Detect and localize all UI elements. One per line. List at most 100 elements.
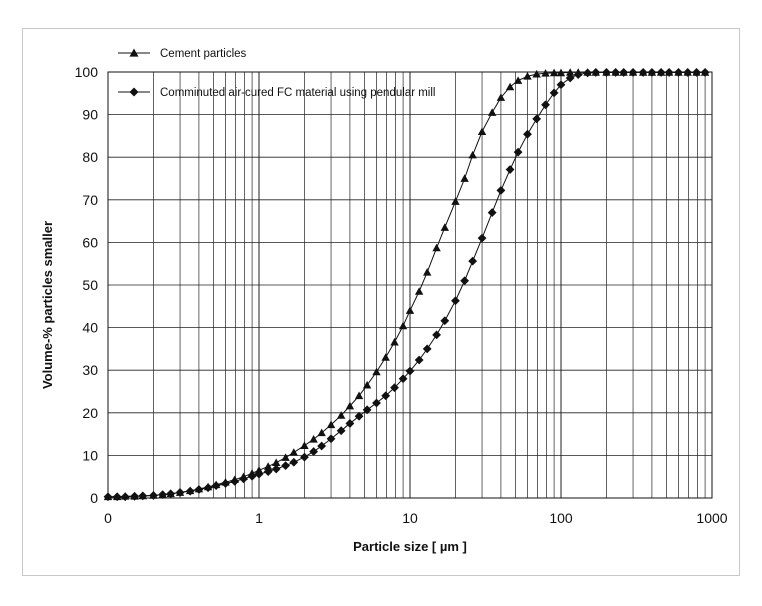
y-tick-label: 40	[82, 320, 98, 336]
diamond-point	[591, 68, 601, 77]
diamond-point	[203, 483, 213, 493]
triangle-point	[460, 174, 469, 182]
triangle-point	[317, 428, 326, 437]
triangle-point	[468, 150, 477, 159]
diamond-point	[440, 316, 450, 326]
diamond-point	[674, 68, 683, 77]
series-line	[108, 71, 706, 498]
y-tick-label: 70	[82, 192, 98, 208]
x-tick-labels: 0 1 10 100 1000	[104, 510, 728, 526]
diamond-point	[628, 68, 638, 77]
triangle-point	[440, 223, 449, 231]
diamond-point	[505, 165, 515, 174]
series-fc-material	[103, 68, 710, 502]
x-tick-label: 1	[255, 510, 263, 526]
diamond-point	[263, 467, 273, 476]
diamond-point	[166, 489, 176, 499]
legend: Cement particles Comminuted air-cured FC…	[118, 48, 435, 99]
legend-label-cement: Cement particles	[160, 48, 247, 60]
diamond-point	[230, 476, 240, 486]
diamond-point	[513, 147, 523, 157]
diamond-point	[309, 447, 319, 456]
diamond-point	[468, 256, 478, 266]
diamond-point	[103, 492, 113, 502]
triangle-point	[381, 353, 390, 361]
diamond-point	[496, 186, 506, 195]
y-tick-label: 90	[82, 107, 98, 123]
diamond-point	[451, 296, 460, 306]
diamond-point	[112, 492, 122, 502]
series-cement	[103, 68, 710, 501]
triangle-point	[505, 82, 515, 91]
diamond-point	[422, 344, 432, 354]
diamond-point	[647, 68, 657, 77]
triangle-point	[326, 420, 336, 429]
diamond-point	[556, 80, 566, 90]
triangle-point	[281, 453, 290, 461]
x-axis-label: Particle size [ µm ]	[353, 539, 467, 554]
y-tick-labels: 0 10 20 30 40 50 60 70 80 90 100	[75, 64, 99, 506]
diamond-point	[138, 491, 148, 501]
diamond-point	[271, 464, 281, 474]
y-tick-label: 30	[82, 362, 98, 378]
diamond-point	[487, 208, 497, 217]
x-tick-label: 0	[104, 510, 112, 526]
triangle-point	[345, 401, 355, 410]
diamond-point	[477, 233, 487, 243]
diamond-point	[362, 405, 372, 415]
triangle-point	[513, 76, 523, 84]
diamond-point	[414, 355, 424, 365]
triangle-point	[372, 367, 381, 376]
triangle-point	[532, 69, 541, 78]
y-tick-label: 80	[82, 149, 98, 165]
y-tick-label: 20	[82, 405, 98, 421]
diamond-point	[692, 68, 701, 77]
plot-area-border	[107, 71, 713, 499]
diamond-point	[432, 330, 441, 340]
triangle-point	[423, 268, 432, 276]
diamond-point	[523, 129, 532, 139]
diamond-point	[532, 114, 542, 124]
diamond-point	[656, 68, 666, 77]
x-tick-label: 100	[549, 510, 573, 526]
triangle-point	[354, 391, 364, 400]
grid-lines	[107, 71, 712, 499]
diamond-point	[185, 486, 195, 496]
diamond-point	[405, 366, 415, 376]
diamond-point	[354, 411, 364, 421]
triangle-point	[414, 287, 424, 295]
legend-label-fc-material: Comminuted air-cured FC material using p…	[160, 87, 435, 99]
triangle-point	[523, 72, 532, 80]
diamond-point	[619, 68, 629, 77]
diamond-point	[565, 73, 575, 83]
diamond-point	[611, 68, 621, 77]
diamond-point	[683, 68, 693, 77]
triangle-point	[565, 68, 575, 76]
y-tick-label: 0	[90, 490, 98, 506]
triangle-point	[451, 197, 460, 205]
diamond-point	[638, 68, 648, 77]
diamond-point	[175, 488, 185, 497]
triangle-point	[556, 68, 566, 77]
triangle-point	[336, 411, 346, 419]
triangle-point	[496, 93, 506, 101]
diamond-point	[700, 68, 710, 77]
diamond-point	[281, 461, 290, 471]
triangle-point	[300, 441, 309, 449]
y-tick-label: 100	[75, 64, 99, 80]
diamond-point	[602, 68, 611, 77]
triangle-point	[309, 435, 318, 443]
diamond-point	[664, 68, 674, 77]
diamond-point	[381, 391, 391, 401]
triangle-point	[477, 127, 487, 135]
triangle-point	[398, 321, 408, 330]
diamond-point	[221, 479, 230, 488]
diamond-point	[158, 490, 168, 499]
legend-item-fc-material: Comminuted air-cured FC material using p…	[118, 87, 435, 99]
triangle-point	[405, 306, 415, 314]
y-axis-label: Volume-% particles smaller	[40, 221, 55, 389]
diamond-point	[549, 88, 559, 98]
triangle-point	[289, 448, 298, 456]
diamond-point	[398, 374, 408, 384]
